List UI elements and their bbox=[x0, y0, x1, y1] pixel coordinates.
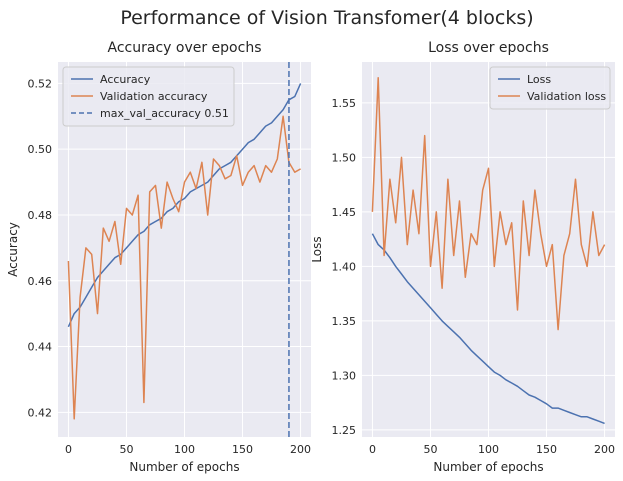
y-tick-label: 1.55 bbox=[332, 97, 357, 110]
y-axis-label: Loss bbox=[310, 236, 324, 262]
legend-box bbox=[62, 66, 235, 127]
y-tick-label: 1.50 bbox=[332, 151, 357, 164]
x-tick-label: 100 bbox=[478, 443, 499, 456]
y-tick-label: 0.50 bbox=[28, 143, 53, 156]
y-tick-label: 0.42 bbox=[28, 406, 53, 419]
y-tick-label: 1.45 bbox=[332, 206, 357, 219]
legend: Accuracy Validation accuracy max_val_accur… bbox=[62, 66, 235, 127]
x-tick-label: 100 bbox=[174, 443, 195, 456]
x-tick-label: 150 bbox=[232, 443, 253, 456]
x-tick-label: 0 bbox=[369, 443, 376, 456]
legend-label: Validation loss bbox=[527, 90, 606, 103]
x-axis-label: Number of epochs bbox=[129, 460, 239, 474]
series-line-1 bbox=[371, 233, 605, 425]
legend-box bbox=[489, 66, 611, 110]
chart-title: Accuracy over epochs bbox=[108, 40, 262, 56]
chart-title: Loss over epochs bbox=[428, 40, 549, 56]
x-axis-label: Number of epochs bbox=[433, 460, 543, 474]
legend-label: Validation accuracy bbox=[100, 90, 208, 103]
x-tick-label: 200 bbox=[594, 443, 615, 456]
x-tick-label: 0 bbox=[65, 443, 72, 456]
y-axis-label: Accuracy bbox=[6, 222, 20, 277]
y-tick-label: 1.30 bbox=[332, 369, 357, 382]
legend-label: Accuracy bbox=[100, 73, 151, 86]
y-tick-label: 0.48 bbox=[28, 209, 53, 222]
y-tick-label: 0.44 bbox=[28, 341, 53, 354]
legend-label: max_val_accuracy 0.51 bbox=[100, 107, 229, 120]
y-tick-label: 1.35 bbox=[332, 315, 357, 328]
x-tick-label: 50 bbox=[423, 443, 437, 456]
legend: Loss Validation loss bbox=[489, 66, 611, 110]
figure-title: Performance of Vision Transfomer(4 block… bbox=[120, 7, 533, 29]
y-tick-label: 0.52 bbox=[28, 77, 53, 90]
series-line-1 bbox=[67, 83, 302, 328]
y-tick-label: 0.46 bbox=[28, 275, 53, 288]
chart-panel-2: 0 50 100 150 200 1.25 1.30 1.35 1.40 1.45 1.50 1.55… bbox=[310, 40, 615, 474]
x-tick-label: 150 bbox=[536, 443, 557, 456]
x-tick-label: 200 bbox=[290, 443, 311, 456]
chart-panel-1: 0 50 100 150 200 0.42 0.44 0.46 0.48 0.50 0.52 Accu… bbox=[6, 40, 311, 474]
y-tick-label: 1.25 bbox=[332, 424, 357, 437]
y-tick-label: 1.40 bbox=[332, 260, 357, 273]
series-line-2 bbox=[371, 77, 606, 331]
x-tick-label: 50 bbox=[119, 443, 133, 456]
legend-label: Loss bbox=[527, 73, 551, 86]
series-line-2 bbox=[67, 115, 301, 420]
